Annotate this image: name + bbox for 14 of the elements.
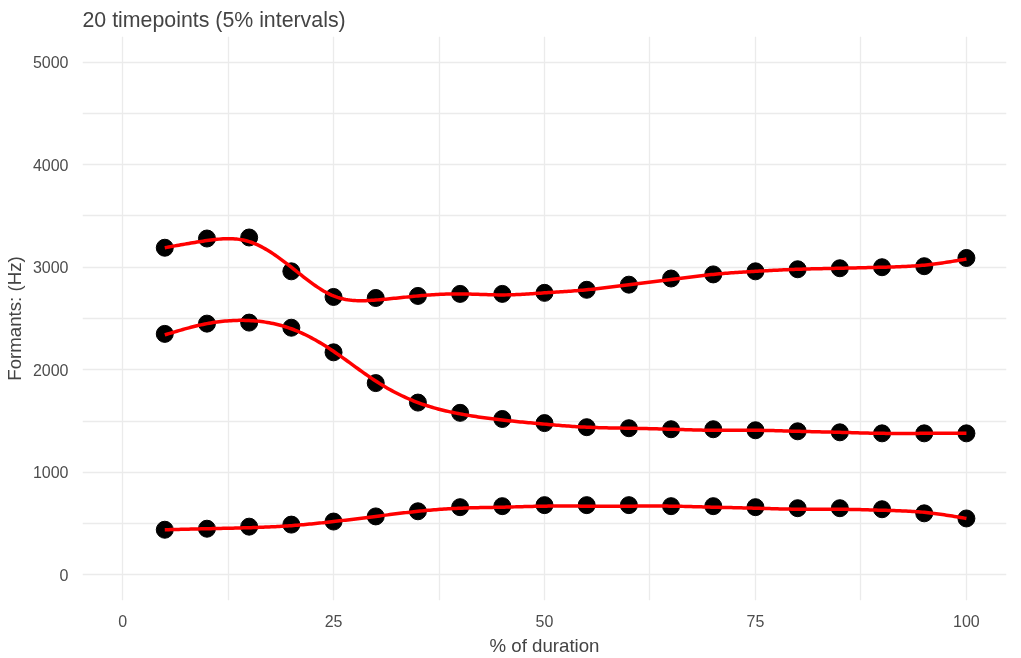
y-tick-label: 4000 bbox=[32, 156, 69, 174]
y-tick-label: 3000 bbox=[32, 259, 69, 277]
x-tick-label: 100 bbox=[953, 612, 980, 630]
x-tick-label: 75 bbox=[746, 612, 765, 630]
y-tick-label: 2000 bbox=[32, 361, 69, 379]
x-tick-label: 50 bbox=[535, 612, 554, 630]
chart-title: 20 timepoints (5% intervals) bbox=[82, 7, 346, 32]
y-tick-label: 0 bbox=[59, 566, 69, 584]
x-tick-label: 0 bbox=[118, 612, 128, 630]
y-tick-label: 5000 bbox=[32, 54, 69, 72]
y-tick-label: 1000 bbox=[32, 464, 69, 482]
x-tick-label: 25 bbox=[324, 612, 343, 630]
x-axis-title: % of duration bbox=[489, 634, 600, 656]
y-axis-title: Formants: (Hz) bbox=[3, 256, 25, 381]
